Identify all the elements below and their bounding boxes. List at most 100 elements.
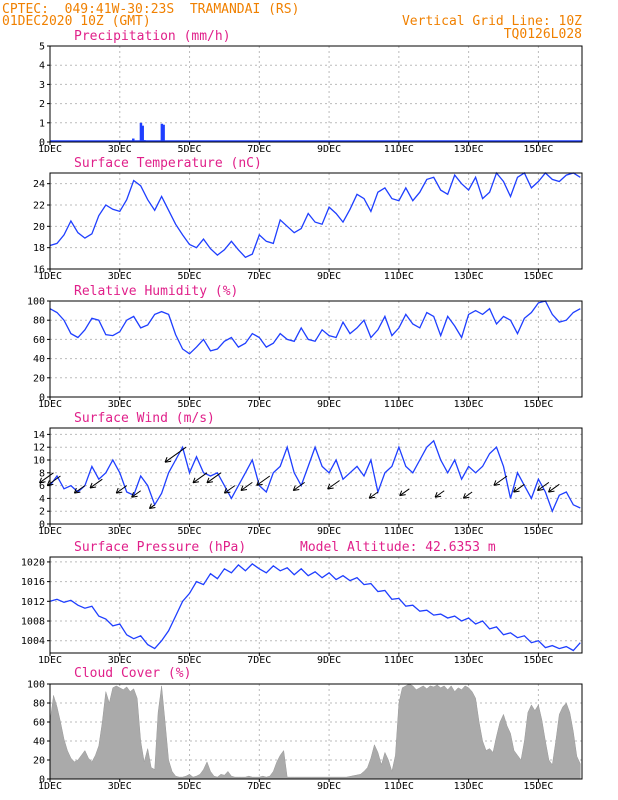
precip-xtick-label: 5DEC [177,144,201,155]
humidity-xtick-label: 15DEC [523,399,553,410]
temp-ytick-label: 16 [33,265,45,276]
temp-xtick-label: 1DEC [38,271,62,282]
wind-arrowhead [164,457,172,463]
temp-ytick-label: 22 [33,201,45,212]
precip-xtick-label: 9DEC [317,144,341,155]
cloud-ytick-label: 60 [33,718,45,729]
humidity-xtick-label: 9DEC [317,399,341,410]
humidity-ytick-label: 0 [39,393,45,404]
precip-ytick-label: 5 [39,42,45,53]
temp-xtick-label: 13DEC [454,271,484,282]
temp-title: Surface Temperature (nC) [74,156,262,171]
pressure-ytick-label: 1012 [21,597,45,608]
humidity-line [49,300,581,355]
humidity-xtick-label: 7DEC [247,399,271,410]
wind-arrow [192,472,208,484]
precip-ytick-label: 2 [39,99,45,110]
cloud-xtick-label: 5DEC [177,781,201,792]
wind-arrowhead [368,493,376,499]
model-code: TQ0126L028 [503,27,582,42]
humidity-title: Relative Humidity (%) [74,284,239,299]
wind-arrowhead [148,503,156,510]
precip-ytick-label: 1 [39,118,45,129]
pressure-ytick-label: 1008 [21,617,45,628]
pressure-xtick-label: 1DEC [38,655,62,666]
temp-xtick-label: 11DEC [384,271,414,282]
wind-xtick-label: 5DEC [177,526,201,537]
cloud-ytick-label: 20 [33,756,45,767]
wind-arrow [74,485,86,494]
wind-arrow [368,491,379,499]
precip-bar [160,123,164,142]
wind-arrow [399,488,410,497]
precip-ytick-label: 4 [39,61,45,72]
wind-ytick-label: 12 [33,443,45,454]
grid-note: Vertical Grid Line: 10Z [401,14,582,29]
precip-panel: 0 1 2 3 4 5 1DEC 3DEC 5DEC 7DEC 9DEC 11DEC 13DEC 15DE… [38,42,583,155]
wind-arrow [292,481,305,491]
temp-xtick-label: 9DEC [317,271,341,282]
wind-ytick-label: 2 [39,507,45,518]
wind-arrowhead [399,490,406,497]
pressure-ytick-label: 1020 [21,557,45,568]
wind-ytick-label: 14 [33,430,45,441]
wind-xtick-label: 15DEC [523,526,553,537]
wind-arrowhead [256,480,263,486]
temp-xtick-label: 15DEC [523,271,553,282]
wind-arrowhead [513,486,520,493]
precip-xtick-label: 3DEC [108,144,132,155]
humidity-ytick-label: 40 [33,354,45,365]
pressure-ytick-label: 1004 [21,636,45,647]
pressure-title: Surface Pressure (hPa) [74,540,247,555]
wind-arrowhead [206,477,214,484]
cloud-area [49,683,581,780]
cloud-xtick-label: 1DEC [38,781,62,792]
humidity-panel: 0 20 40 60 80 100 1DEC 3DEC 5DEC 7DEC 9DEC 11DEC 13D… [27,297,583,410]
wind-arrow [327,480,340,490]
pressure-xtick-label: 9DEC [317,655,341,666]
temp-ytick-label: 24 [33,179,45,190]
precip-xtick-label: 1DEC [38,144,62,155]
wind-arrowhead [192,477,200,484]
wind-xtick-label: 11DEC [384,526,414,537]
precip-ytick-label: 3 [39,80,45,91]
wind-arrowhead [89,482,97,489]
wind-arrowhead [240,485,248,492]
precip-xtick-label: 13DEC [454,144,484,155]
wind-arrowhead [223,487,231,494]
precip-bar [141,125,144,142]
wind-arrow [115,485,128,494]
wind-arrow [131,490,141,498]
humidity-ytick-label: 20 [33,373,45,384]
humidity-xtick-label: 1DEC [38,399,62,410]
wind-arrowhead [115,487,123,494]
wind-arrowhead [462,493,470,499]
humidity-xtick-label: 5DEC [177,399,201,410]
cloud-title: Cloud Cover (%) [74,666,192,681]
wind-arrowhead [131,492,138,498]
temp-line [49,171,581,259]
wind-xtick-label: 9DEC [317,526,341,537]
humidity-frame [49,300,583,398]
wind-arrow [548,483,560,493]
humidity-ytick-label: 60 [33,335,45,346]
pressure-frame [49,556,583,654]
cloud-xtick-label: 9DEC [317,781,341,792]
wind-title: Surface Wind (m/s) [74,411,215,426]
humidity-ytick-label: 100 [27,297,45,308]
cloud-frame [49,683,583,780]
precip-frame [49,45,583,143]
temp-panel: 16 18 20 22 24 1DEC 3DEC 5DEC 7DEC 9DEC 11DEC 13DEC… [33,171,583,282]
wind-arrow [224,485,236,494]
cloud-ytick-label: 0 [39,775,45,786]
wind-panel: 0 2 4 6 810 12 14 1DEC 3DEC 5DEC 7DEC 9DEC 11DEC 13DE… [33,427,583,537]
wind-arrowhead [327,483,334,490]
wind-arrow [206,472,222,484]
wind-ytick-label: 8 [39,468,45,479]
pressure-xtick-label: 13DEC [454,655,484,666]
precip-bar [139,122,143,142]
wind-arrowhead [548,486,555,493]
precip-xtick-label: 15DEC [523,144,553,155]
pressure-panel: 1004 1008 1012 1016 1020 1DEC 3DEC 5DEC 7DEC 9DEC… [21,556,583,666]
